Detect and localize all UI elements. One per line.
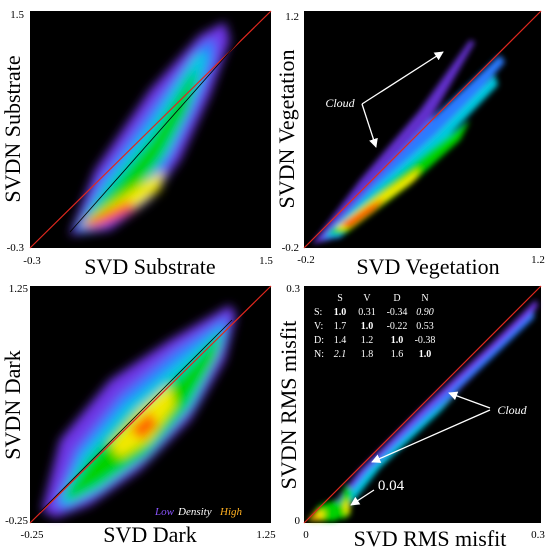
panel-substrate: 1.5 -0.3 -0.3 1.5 SVD Substrate SVDN Sub… <box>0 9 273 279</box>
y-tick-top-dark: 1.25 <box>9 283 29 295</box>
cloud-annotation-vegetation: Cloud <box>325 96 355 110</box>
y-tick-top-vegetation: 1.2 <box>285 11 299 23</box>
panel-rms-misfit: S V D N S: 1.0 0.31 -0.34 0.90 V: 1.7 1.… <box>276 283 545 551</box>
one-to-one-line-vegetation <box>303 10 542 249</box>
threshold-arrow <box>350 489 375 506</box>
table-cell: 1.4 <box>334 335 347 346</box>
cloud-arrow-rms-lower <box>371 409 491 463</box>
cloud-annotation-rms: Cloud <box>497 403 527 417</box>
x-tick-left-substrate: -0.3 <box>23 255 41 267</box>
table-cell: 0.90 <box>416 307 434 318</box>
y-axis-label-vegetation: SVDN Vegetation <box>274 49 299 208</box>
legend-low: Low <box>154 506 175 518</box>
table-cell: 0.31 <box>358 307 376 318</box>
y-axis-label-dark: SVDN Dark <box>0 350 25 459</box>
x-tick-right-substrate: 1.5 <box>259 255 273 267</box>
cloud-arrow-rms-upper <box>448 391 491 409</box>
table-row-label: D: <box>314 335 324 346</box>
legend-high: High <box>219 506 243 518</box>
table-row-label: N: <box>314 349 324 360</box>
table-col-header: N <box>421 293 428 304</box>
table-cell: 1.8 <box>361 349 374 360</box>
inset-table: S V D N S: 1.0 0.31 -0.34 0.90 V: 1.7 1.… <box>314 293 435 360</box>
x-tick-left-rms: 0 <box>303 529 309 541</box>
x-tick-right-vegetation: 1.2 <box>531 254 545 266</box>
table-col-header: D <box>393 293 400 304</box>
x-tick-left-dark: -0.25 <box>21 529 44 541</box>
table-col-header: S <box>337 293 343 304</box>
table-cell: -0.22 <box>387 321 408 332</box>
fit-line-dark <box>39 319 233 513</box>
density-cloud-rms <box>308 300 538 521</box>
y-tick-bottom-substrate: -0.3 <box>7 242 25 254</box>
x-axis-label-substrate: SVD Substrate <box>84 254 215 279</box>
cloud-arrow-upper <box>361 51 444 105</box>
fit-line-substrate <box>69 39 241 233</box>
density-cloud-vegetation <box>312 40 505 244</box>
panel-vegetation: Cloud 1.2 -0.2 -0.2 1.2 SVD Vegetation S… <box>274 10 545 279</box>
table-cell: 1.6 <box>391 349 404 360</box>
x-tick-right-rms: 0.3 <box>531 529 545 541</box>
table-col-header: V <box>363 293 371 304</box>
y-tick-bottom-rms: 0 <box>295 515 301 527</box>
table-cell: -0.34 <box>387 307 408 318</box>
threshold-annotation: 0.04 <box>378 478 405 494</box>
y-tick-top-substrate: 1.5 <box>10 9 24 21</box>
table-cell: -0.38 <box>415 335 436 346</box>
table-row-label: V: <box>314 321 323 332</box>
x-tick-right-dark: 1.25 <box>256 529 276 541</box>
one-to-one-line-rms <box>303 285 542 524</box>
x-axis-label-vegetation: SVD Vegetation <box>356 254 499 279</box>
cloud-arrow-lower <box>361 103 378 148</box>
table-cell: 1.0 <box>419 349 432 360</box>
table-row-label: S: <box>314 307 322 318</box>
y-tick-bottom-vegetation: -0.2 <box>282 242 299 254</box>
y-axis-label-substrate: SVDN Substrate <box>0 55 25 202</box>
x-tick-left-vegetation: -0.2 <box>297 254 314 266</box>
y-axis-label-rms: SVDN RMS misfit <box>276 321 301 490</box>
panel-dark: Low Density High 1.25 -0.25 -0.25 1.25 S… <box>0 283 276 547</box>
one-to-one-line-dark <box>29 285 272 524</box>
table-cell: 1.7 <box>334 321 347 332</box>
y-tick-bottom-dark: -0.25 <box>5 515 28 527</box>
legend-density: Density <box>177 506 212 518</box>
table-cell: 1.0 <box>334 307 347 318</box>
y-tick-top-rms: 0.3 <box>286 283 300 295</box>
table-cell: 0.53 <box>416 321 434 332</box>
x-axis-label-dark: SVD Dark <box>103 522 197 547</box>
table-cell: 1.0 <box>361 321 374 332</box>
table-cell: 2.1 <box>334 349 347 360</box>
table-cell: 1.2 <box>361 335 374 346</box>
table-cell: 1.0 <box>391 335 404 346</box>
x-axis-label-rms: SVD RMS misfit <box>354 526 507 551</box>
density-cloud-dark <box>42 305 236 518</box>
